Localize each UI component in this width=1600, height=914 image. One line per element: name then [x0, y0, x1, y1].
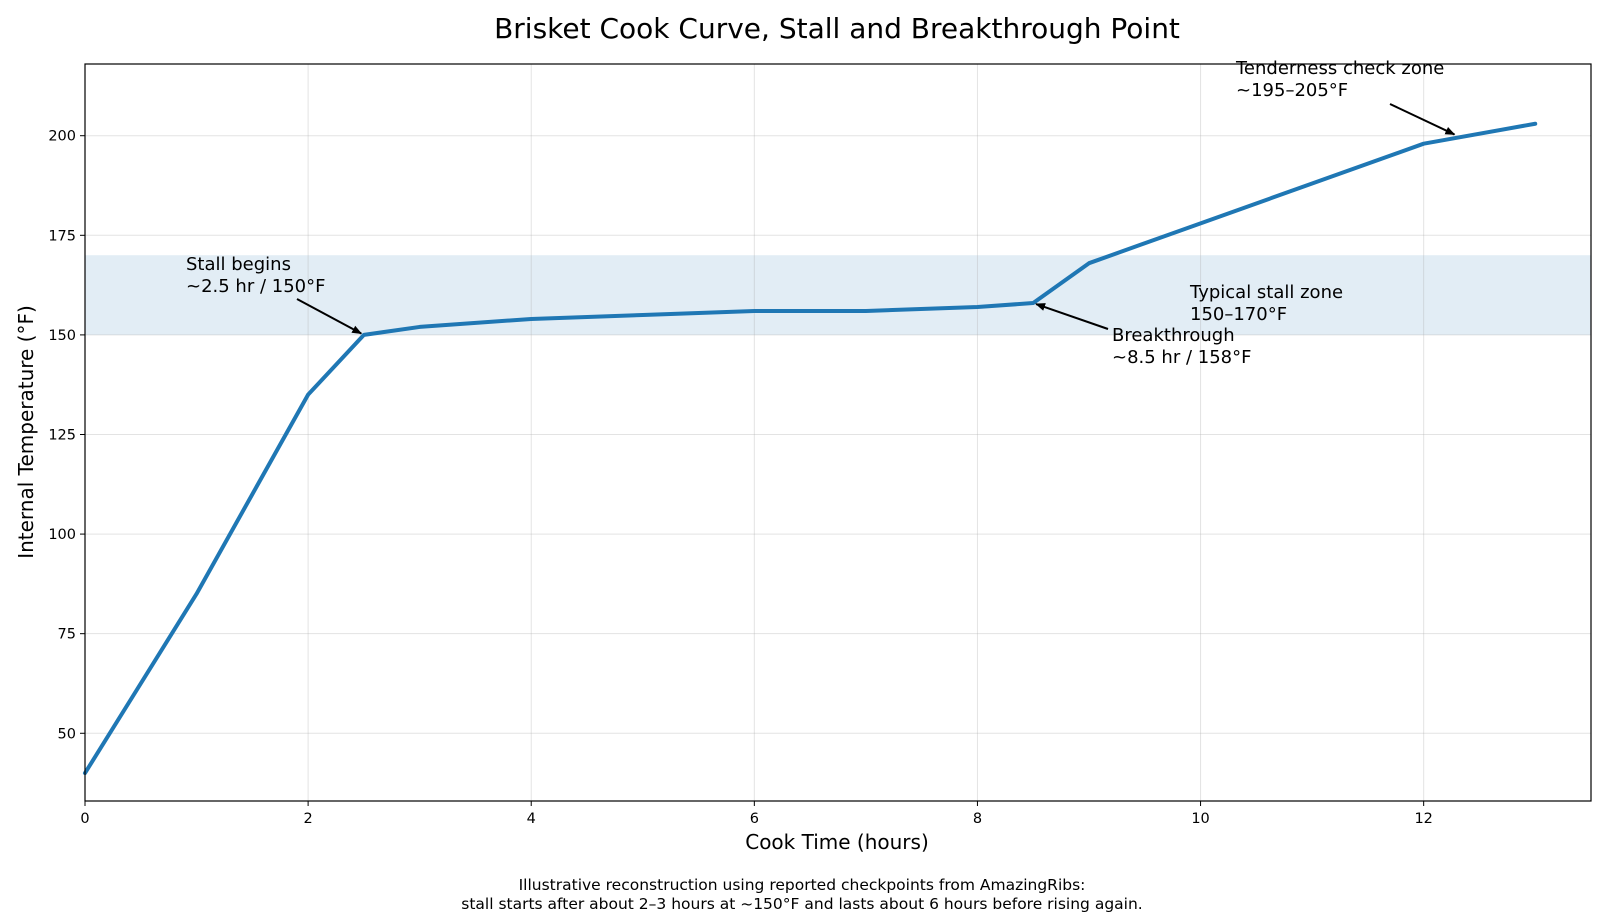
x-tick-label: 2: [303, 811, 312, 827]
y-tick-label: 100: [48, 527, 76, 543]
footnote-line-2: stall starts after about 2–3 hours at ~1…: [461, 895, 1142, 913]
y-tick-label: 150: [48, 328, 76, 344]
x-tick-label: 8: [973, 811, 982, 827]
breakthrough-arrow: [1035, 303, 1109, 330]
breakthrough-annotation: Breakthrough ~8.5 hr / 158°F: [1112, 325, 1251, 368]
stall-begins-annotation: Stall begins ~2.5 hr / 150°F: [186, 254, 325, 297]
x-tick-label: 0: [80, 811, 89, 827]
annotation-layer: Stall begins ~2.5 hr / 150°F Breakthrough ~…: [186, 58, 1456, 368]
x-tick-label: 10: [1191, 811, 1209, 827]
stall-zone-label: Typical stall zone 150–170°F: [1189, 282, 1343, 325]
y-tick-label: 50: [58, 726, 76, 742]
stall-zone-band: [85, 255, 1591, 335]
x-axis-label: Cook Time (hours): [745, 830, 929, 854]
grid-layer: [84, 64, 1591, 801]
tenderness-check-arrow: [1389, 103, 1456, 136]
footnote-line-1: Illustrative reconstruction using report…: [519, 876, 1086, 894]
x-tick-label: 4: [527, 811, 536, 827]
series-layer: [83, 121, 1538, 776]
tick-layer: 0 2 4 6 8 10 12 50 75 100 125 150 175 200: [48, 129, 1433, 827]
temperature-series-line: [83, 121, 1538, 776]
y-tick-label: 125: [48, 427, 76, 443]
y-axis-label: Internal Temperature (°F): [14, 305, 38, 559]
tenderness-check-annotation: Tenderness check zone ~195–205°F: [1235, 58, 1444, 101]
y-tick-label: 200: [48, 129, 76, 145]
y-tick-label: 75: [58, 627, 76, 643]
plot-frame: [84, 63, 1592, 802]
x-tick-label: 12: [1414, 811, 1432, 827]
stall-zone-band-layer: [85, 255, 1591, 335]
y-tick-label: 175: [48, 228, 76, 244]
stall-begins-arrow: [296, 298, 363, 335]
chart-title: Brisket Cook Curve, Stall and Breakthrou…: [494, 12, 1180, 45]
x-tick-label: 6: [750, 811, 759, 827]
